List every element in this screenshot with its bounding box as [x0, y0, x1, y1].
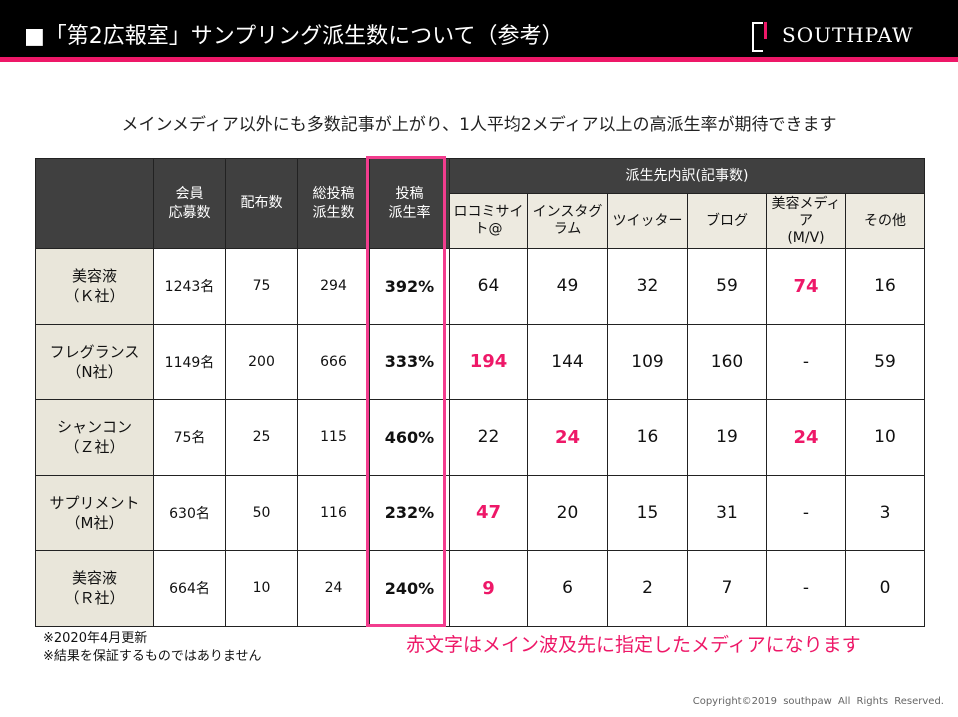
table-row: サプリメント （M社） 630名 50 116 232% 47 20 15 31-3: [35, 474, 925, 551]
breakdown-cell: 31: [687, 474, 767, 551]
sub-column-header: ブログ: [687, 193, 767, 249]
red-text-legend: 赤文字はメイン波及先に指定したメディアになります: [406, 634, 861, 656]
row-label: シャンコン （Ｚ社）: [35, 399, 154, 476]
breakdown-cell: 7: [687, 550, 767, 627]
table-row: シャンコン （Ｚ社） 75名 25 115 460% 22 24 16 19 24 10: [35, 399, 925, 476]
breakdown-cell: 64: [449, 248, 528, 325]
breakdown-cell: 6: [527, 550, 608, 627]
row-label: 美容液 （Ｒ社）: [35, 550, 154, 627]
sub-column-header: その他: [845, 193, 925, 249]
value-cell: 75名: [153, 399, 226, 476]
logo-mark-icon: [752, 22, 772, 52]
breakdown-cell: 74: [766, 248, 846, 325]
breakdown-cell: 24: [766, 399, 846, 476]
value-cell: 75: [225, 248, 298, 325]
breakdown-cell: 2: [607, 550, 688, 627]
sub-column-header: ロコミサイト@: [449, 193, 528, 249]
column-header: 投稿 派生率: [369, 158, 450, 249]
value-cell: 10: [225, 550, 298, 627]
breakdown-cell: 194: [449, 323, 528, 400]
value-cell: 664名: [153, 550, 226, 627]
subtitle: メインメディア以外にも多数記事が上がり、1人平均2メディア以上の高派生率が期待で…: [121, 115, 837, 135]
footnote: ※結果を保証するものではありません: [43, 649, 262, 664]
breakdown-cell: 15: [607, 474, 688, 551]
breakdown-cell: 9: [449, 550, 528, 627]
breakdown-cell: 59: [845, 323, 925, 400]
breakdown-cell: 19: [687, 399, 767, 476]
page-title: ■「第2広報室」サンプリング派生数について（参考）: [24, 24, 564, 49]
header-corner: [35, 158, 154, 249]
value-cell: 25: [225, 399, 298, 476]
value-cell: 115: [297, 399, 370, 476]
breakdown-cell: 0: [845, 550, 925, 627]
footnote: ※2020年4月更新: [43, 631, 148, 646]
breakdown-cell: 16: [845, 248, 925, 325]
table-row: フレグランス （N社） 1149名 200 666 333% 194 144 109 160-5…: [35, 323, 925, 400]
breakdown-cell: 22: [449, 399, 528, 476]
group-header: 派生先内訳(記事数): [449, 158, 925, 194]
breakdown-cell: 16: [607, 399, 688, 476]
column-header: 総投稿 派生数: [297, 158, 370, 249]
breakdown-cell: 59: [687, 248, 767, 325]
logo-text: SOUTHPAW: [782, 23, 914, 47]
value-cell: 116: [297, 474, 370, 551]
breakdown-cell: -: [766, 550, 846, 627]
copyright: Copyright©2019 southpaw All Rights Reser…: [692, 696, 944, 707]
rate-cell: 392%: [369, 248, 450, 325]
value-cell: 1243名: [153, 248, 226, 325]
value-cell: 24: [297, 550, 370, 627]
sub-column-header: ツイッター: [607, 193, 688, 249]
value-cell: 294: [297, 248, 370, 325]
value-cell: 666: [297, 323, 370, 400]
breakdown-cell: 20: [527, 474, 608, 551]
table-row: 美容液 （Ｒ社） 664名 10 24 240% 9 6 2 7-0: [35, 550, 925, 627]
value-cell: 1149名: [153, 323, 226, 400]
breakdown-cell: 32: [607, 248, 688, 325]
sub-column-header: 美容メディア (M/V): [766, 193, 846, 249]
breakdown-cell: 10: [845, 399, 925, 476]
column-header: 会員 応募数: [153, 158, 226, 249]
rate-cell: 232%: [369, 474, 450, 551]
breakdown-cell: 3: [845, 474, 925, 551]
breakdown-cell: 144: [527, 323, 608, 400]
breakdown-cell: 24: [527, 399, 608, 476]
row-label: フレグランス （N社）: [35, 323, 154, 400]
sampling-table: 会員 応募数 配布数 総投稿 派生数 投稿 派生率 派生先内訳(記事数) ロコミサイト@ イ…: [35, 158, 925, 627]
breakdown-cell: 160: [687, 323, 767, 400]
footnotes: ※2020年4月更新 ※結果を保証するものではありません: [43, 630, 262, 666]
rate-cell: 333%: [369, 323, 450, 400]
value-cell: 630名: [153, 474, 226, 551]
rate-cell: 240%: [369, 550, 450, 627]
title-bar: ■「第2広報室」サンプリング派生数について（参考） SOUTHPAW: [0, 0, 958, 62]
table-row: 美容液 （Ｋ社） 1243名 75 294 392% 64 49 32 59 74 16: [35, 248, 925, 325]
row-label: 美容液 （Ｋ社）: [35, 248, 154, 325]
value-cell: 50: [225, 474, 298, 551]
sub-column-header: インスタグラム: [527, 193, 608, 249]
breakdown-cell: 49: [527, 248, 608, 325]
breakdown-cell: 47: [449, 474, 528, 551]
value-cell: 200: [225, 323, 298, 400]
logo: SOUTHPAW: [752, 22, 914, 52]
row-label: サプリメント （M社）: [35, 474, 154, 551]
column-header: 配布数: [225, 158, 298, 249]
rate-cell: 460%: [369, 399, 450, 476]
breakdown-cell: -: [766, 323, 846, 400]
breakdown-cell: 109: [607, 323, 688, 400]
breakdown-cell: -: [766, 474, 846, 551]
